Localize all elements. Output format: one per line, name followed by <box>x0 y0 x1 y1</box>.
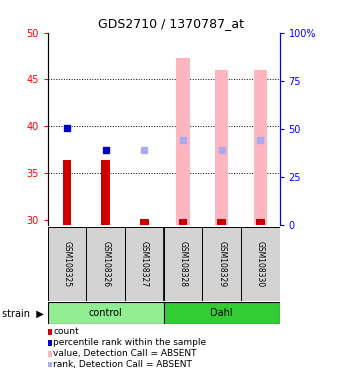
Bar <box>176 58 190 225</box>
Text: percentile rank within the sample: percentile rank within the sample <box>54 338 207 347</box>
Bar <box>48 227 86 301</box>
Text: strain  ▶: strain ▶ <box>2 308 43 318</box>
Text: Dahl: Dahl <box>210 308 233 318</box>
Bar <box>218 219 226 225</box>
Text: rank, Detection Call = ABSENT: rank, Detection Call = ABSENT <box>54 359 192 369</box>
Text: control: control <box>89 308 122 318</box>
Text: GSM108326: GSM108326 <box>101 241 110 287</box>
Text: GSM108329: GSM108329 <box>217 241 226 287</box>
Text: GSM108330: GSM108330 <box>256 241 265 287</box>
Bar <box>164 227 202 301</box>
Bar <box>140 219 149 225</box>
Text: GSM108328: GSM108328 <box>178 241 188 287</box>
Bar <box>48 302 164 324</box>
Bar <box>125 227 164 301</box>
Text: GSM108325: GSM108325 <box>62 241 72 287</box>
Bar <box>253 70 267 225</box>
Text: GDS2710 / 1370787_at: GDS2710 / 1370787_at <box>98 17 243 30</box>
Bar <box>179 219 187 225</box>
Bar <box>102 160 110 225</box>
Bar <box>202 227 241 301</box>
Bar <box>256 219 265 225</box>
Bar <box>164 302 280 324</box>
Text: count: count <box>54 327 79 336</box>
Bar <box>241 227 280 301</box>
Text: GSM108327: GSM108327 <box>140 241 149 287</box>
Bar <box>215 70 228 225</box>
Text: value, Detection Call = ABSENT: value, Detection Call = ABSENT <box>54 349 197 358</box>
Bar <box>86 227 125 301</box>
Bar <box>63 160 71 225</box>
